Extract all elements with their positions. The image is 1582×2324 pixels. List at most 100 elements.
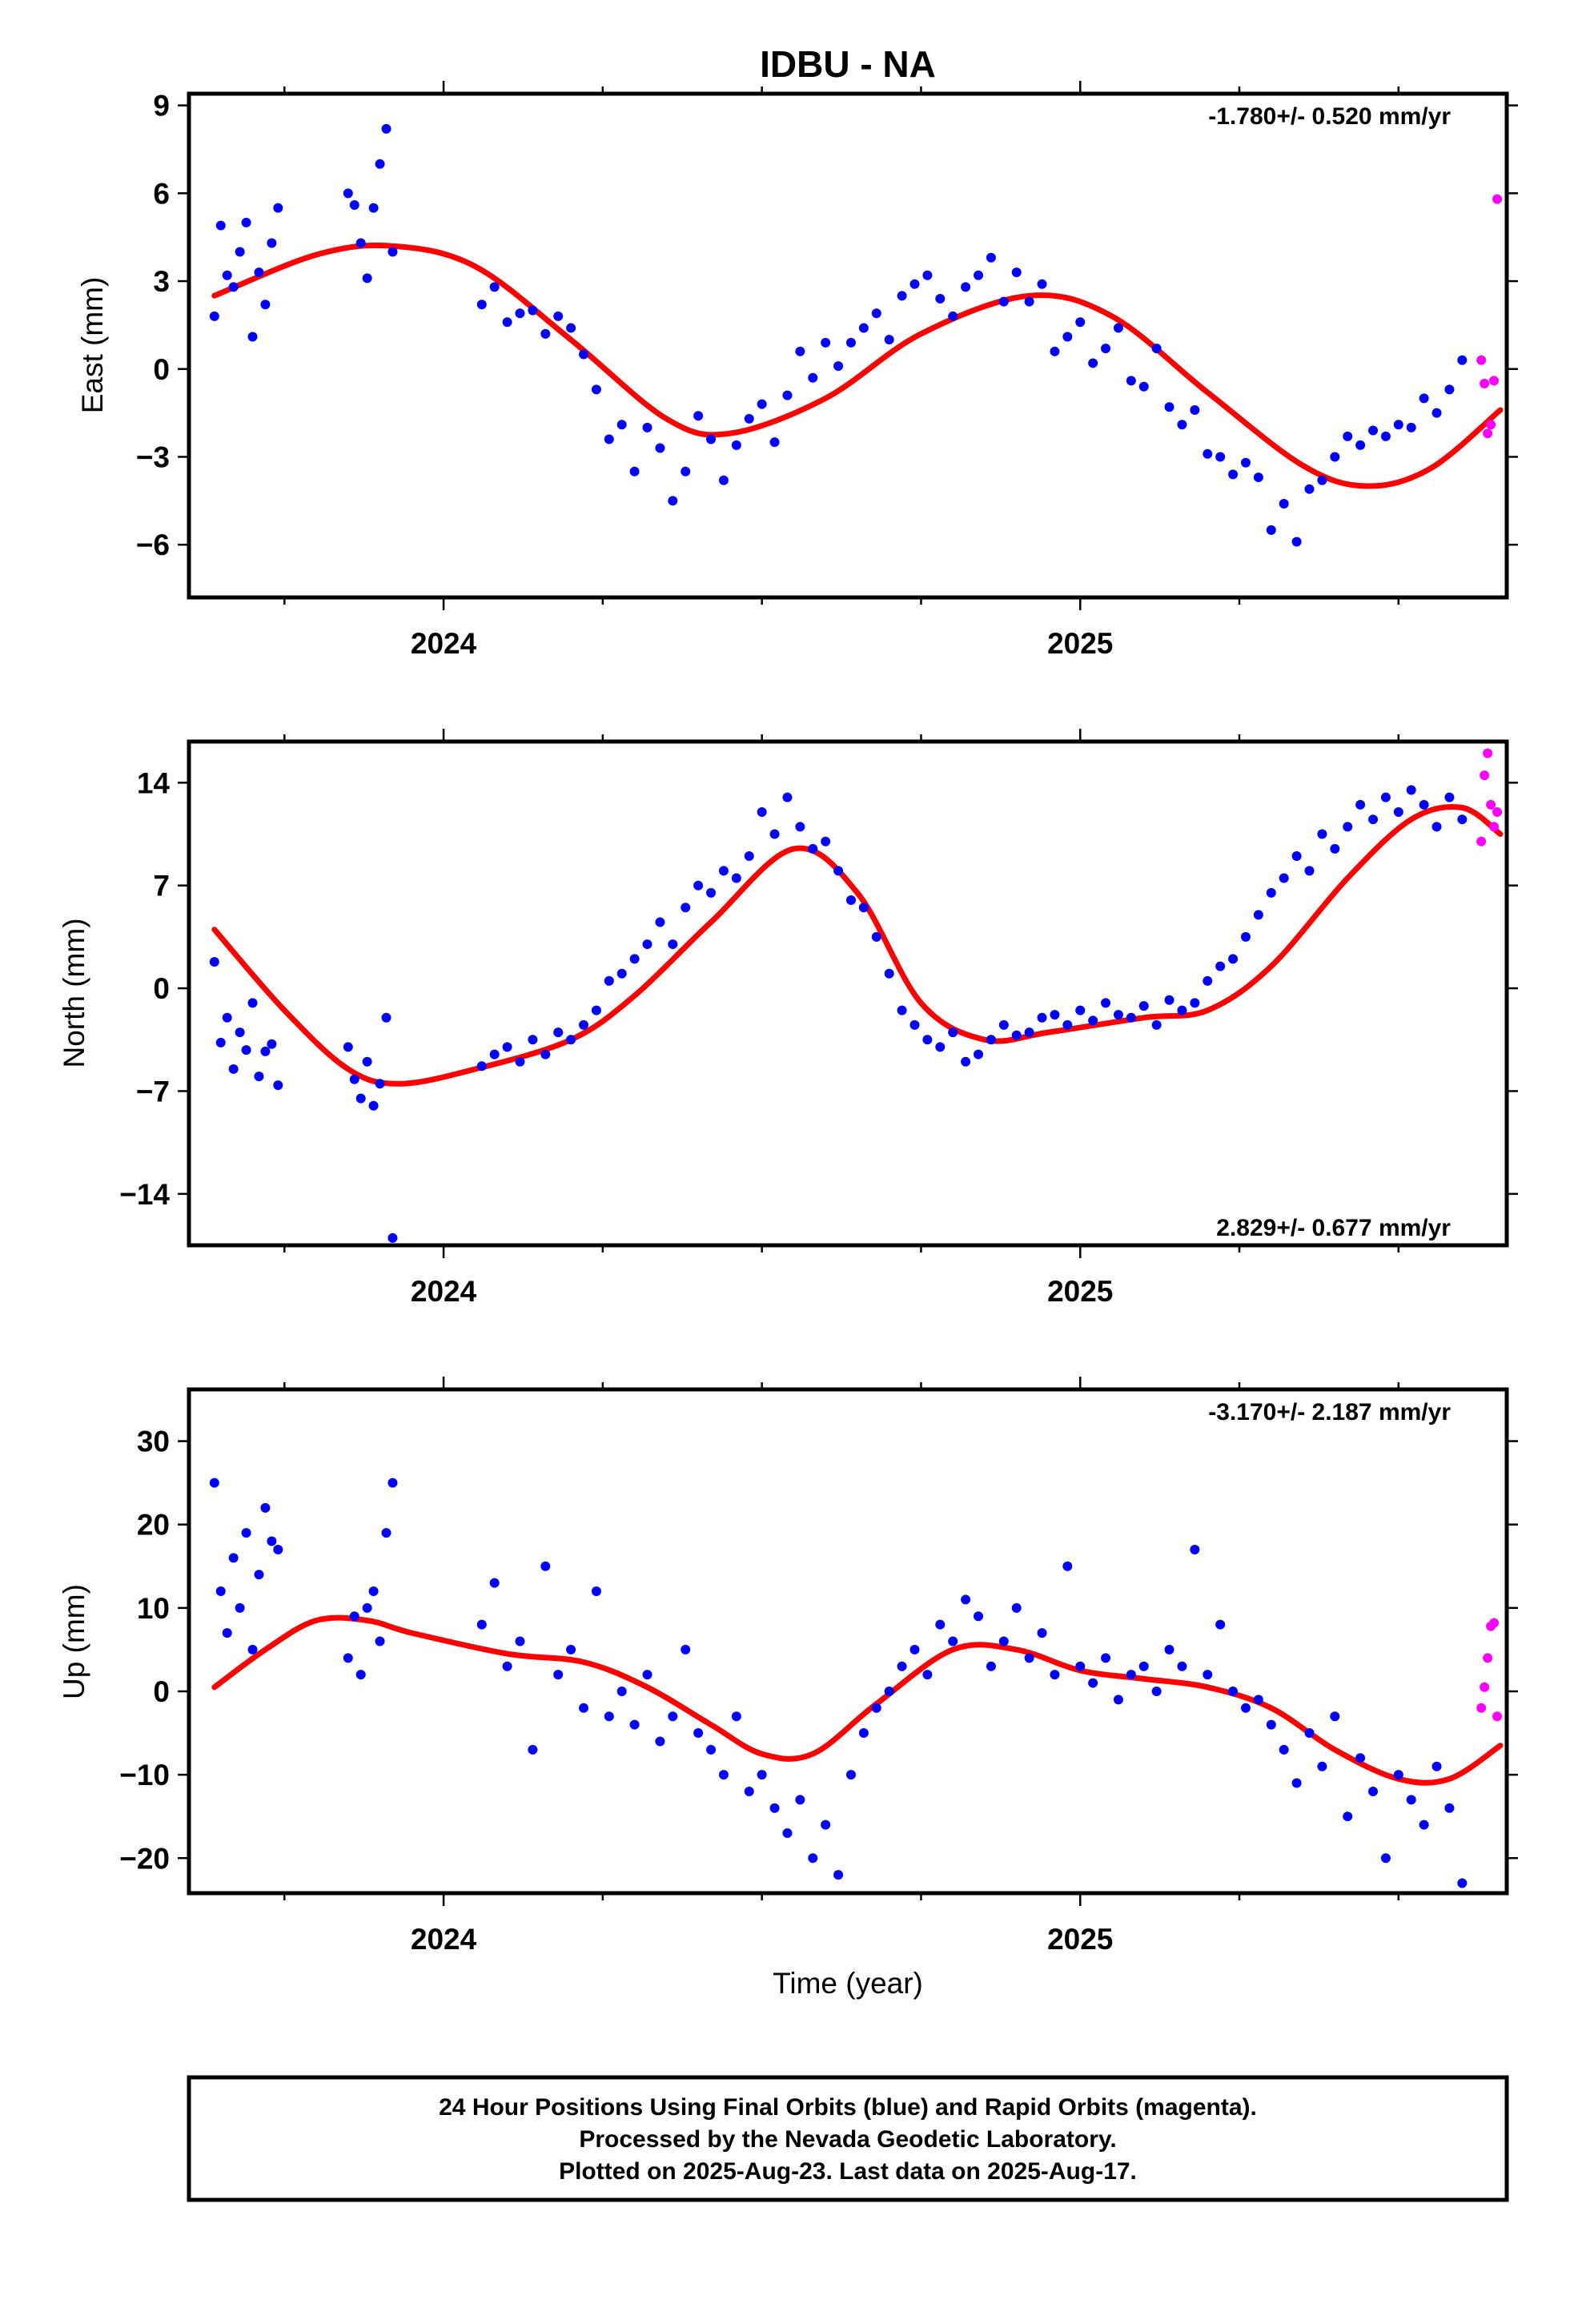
data-point (362, 273, 372, 283)
data-point (1431, 1761, 1442, 1771)
y-tick-label: 7 (153, 870, 170, 903)
data-point (241, 1045, 251, 1055)
data-point (349, 199, 359, 210)
data-point (375, 1079, 385, 1089)
data-point (387, 247, 398, 257)
data-point (1492, 194, 1503, 204)
data-point (1291, 851, 1302, 862)
data-point (1062, 332, 1073, 342)
data-point (935, 1619, 946, 1630)
data-point (1151, 1019, 1162, 1030)
data-point (1215, 961, 1226, 971)
data-point (1476, 355, 1487, 365)
data-point (1113, 1695, 1123, 1705)
data-point (1419, 1819, 1429, 1830)
data-point (515, 1056, 525, 1067)
data-point (343, 188, 353, 199)
data-point (515, 1636, 525, 1647)
data-point (1355, 440, 1366, 450)
y-tick-label: 0 (153, 1675, 170, 1708)
data-point (1317, 1761, 1327, 1771)
data-point (629, 1719, 640, 1730)
data-point (579, 1703, 589, 1713)
data-point (1291, 1778, 1302, 1788)
data-point (871, 308, 881, 319)
data-point (1343, 822, 1353, 832)
data-point (769, 1803, 780, 1813)
north-ticks: −14 −7 0 7 14 2024 2025 (119, 729, 1518, 1308)
x-tick-label: 2025 (1047, 627, 1113, 660)
data-point (845, 337, 856, 348)
x-axis-title: Time (year) (773, 1967, 923, 2000)
data-point (974, 270, 984, 280)
data-point (629, 954, 640, 964)
y-tick-label: 20 (137, 1509, 170, 1542)
data-point (1368, 814, 1379, 825)
data-point (241, 217, 251, 227)
data-point (368, 1100, 379, 1111)
y-tick-label: −6 (136, 529, 170, 561)
x-tick-label: 2025 (1047, 1923, 1113, 1956)
data-point (961, 1056, 971, 1067)
data-point (935, 293, 946, 304)
data-point (1279, 498, 1289, 509)
data-point (1266, 525, 1276, 535)
data-point (1050, 1010, 1060, 1020)
data-point (540, 1049, 551, 1059)
data-point (986, 1035, 996, 1045)
data-point (897, 1661, 907, 1671)
data-point (1457, 355, 1468, 365)
data-point (362, 1056, 372, 1067)
data-point (1476, 1703, 1487, 1713)
north-rate-label: 2.829+/- 0.677 mm/yr (1216, 1215, 1451, 1241)
data-point (1291, 537, 1302, 547)
data-point (757, 399, 767, 409)
data-point (381, 1528, 391, 1538)
data-point (343, 1042, 353, 1052)
data-point (706, 1744, 717, 1755)
y-tick-label: −20 (119, 1842, 170, 1875)
data-point (1406, 785, 1416, 795)
data-point (1024, 296, 1034, 307)
footer-box (187, 2075, 1509, 2202)
data-point (922, 1670, 933, 1680)
panel-up: −20 −10 0 10 20 30 2024 2025 -3.170+/- 2.187 mm… (58, 1377, 1518, 1956)
data-point (591, 1005, 601, 1015)
data-point (884, 1686, 894, 1696)
data-point (1177, 420, 1187, 430)
data-point (693, 880, 704, 891)
data-point (833, 361, 844, 372)
data-point (273, 1080, 283, 1091)
data-point (1190, 1544, 1200, 1554)
data-point (1444, 792, 1455, 802)
data-point (1419, 393, 1429, 404)
data-point (1444, 1803, 1455, 1813)
data-point (642, 1670, 652, 1680)
data-point (273, 203, 283, 213)
data-point (897, 291, 907, 301)
data-point (1480, 379, 1490, 389)
footer: 24 Hour Positions Using Final Orbits (bl… (187, 2075, 1509, 2202)
data-point (833, 1870, 844, 1880)
data-point (1088, 1015, 1098, 1026)
data-point (935, 1042, 946, 1052)
data-point (1266, 887, 1276, 898)
data-point (974, 1049, 984, 1059)
data-point (1431, 822, 1442, 832)
data-point (1215, 452, 1226, 462)
data-point (845, 895, 856, 906)
data-point (209, 1478, 219, 1488)
data-point (668, 1711, 678, 1722)
data-point (1228, 954, 1239, 964)
east-frame (187, 91, 1509, 600)
data-point (1075, 317, 1086, 328)
data-point (553, 1027, 564, 1038)
data-point (884, 335, 894, 345)
data-point (642, 939, 652, 950)
data-point (718, 1770, 729, 1780)
data-point (260, 1502, 271, 1513)
data-point (1011, 1030, 1022, 1040)
data-point (782, 390, 793, 400)
data-point (821, 337, 831, 348)
data-point (681, 466, 691, 476)
